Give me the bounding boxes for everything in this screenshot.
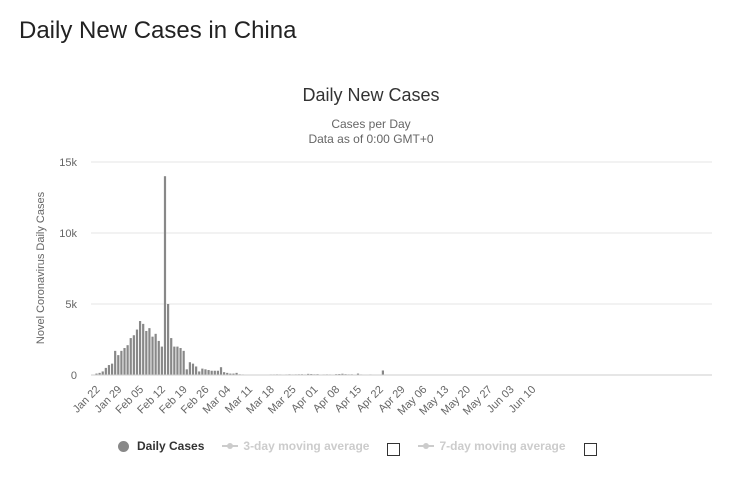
bar[interactable] (104, 367, 107, 375)
bar[interactable] (210, 370, 213, 375)
daily-cases-marker-icon (118, 440, 129, 452)
bar[interactable] (356, 373, 360, 375)
y-tick-label: 10k (59, 228, 77, 240)
legend-label-daily-cases: Daily Cases (137, 439, 205, 453)
bar[interactable] (176, 346, 179, 375)
bar[interactable] (188, 362, 191, 375)
y-tick-label: 5k (65, 299, 77, 311)
bar[interactable] (142, 323, 145, 375)
bar[interactable] (235, 372, 238, 375)
bar[interactable] (185, 369, 188, 375)
bar[interactable] (114, 350, 117, 375)
bar[interactable] (95, 373, 98, 375)
bar[interactable] (207, 370, 210, 375)
bar[interactable] (126, 345, 129, 375)
bar[interactable] (201, 368, 204, 375)
legend-label-7-day-average: 7-day moving average (439, 439, 566, 453)
bar[interactable] (191, 363, 195, 375)
bar[interactable] (307, 373, 310, 375)
bar[interactable] (219, 367, 223, 375)
bar[interactable] (148, 328, 151, 375)
legend-item-7-day-average[interactable]: 7-day moving average (418, 437, 597, 456)
bar[interactable] (223, 372, 226, 375)
bar[interactable] (163, 176, 167, 375)
chart-subtitle-line-1: Cases per Day (331, 117, 410, 131)
legend-item-3-day-average[interactable]: 3-day moving average (222, 437, 401, 456)
bar[interactable] (117, 355, 120, 375)
bar[interactable] (132, 335, 135, 375)
bar[interactable] (167, 304, 170, 375)
bar[interactable] (157, 340, 160, 375)
bar[interactable] (226, 372, 229, 375)
7-day-average-line-icon (418, 443, 435, 449)
legend: Daily Cases 3-day moving average 7-day m… (118, 436, 615, 456)
bar[interactable] (110, 363, 114, 375)
bar[interactable] (123, 348, 126, 375)
bar[interactable] (101, 371, 104, 375)
chart-subtitle-line-2: Data as of 0:00 GMT+0 (308, 132, 433, 146)
bars (95, 176, 534, 376)
bar[interactable] (179, 348, 182, 375)
bar[interactable] (232, 373, 235, 375)
y-tick-label: 0 (71, 370, 77, 382)
bar[interactable] (229, 373, 232, 375)
3-day-average-line-icon (222, 443, 239, 449)
bar[interactable] (204, 369, 207, 375)
y-axis-ticks: 0 5k 10k 15k (59, 157, 77, 382)
bar[interactable] (107, 365, 111, 375)
3-day-average-checkbox[interactable] (387, 442, 401, 456)
bar[interactable] (135, 329, 139, 375)
bar[interactable] (198, 371, 201, 375)
bar[interactable] (341, 373, 344, 375)
bar[interactable] (138, 321, 142, 375)
bar[interactable] (216, 370, 220, 375)
bar[interactable] (154, 333, 157, 375)
bar[interactable] (151, 336, 154, 375)
7-day-average-checkbox[interactable] (583, 442, 597, 456)
chart-title: Daily New Cases (302, 85, 439, 105)
grid-layer (91, 161, 712, 305)
bar[interactable] (160, 346, 163, 375)
bar[interactable] (213, 370, 216, 375)
page-heading: Daily New Cases in China (19, 17, 297, 44)
legend-label-3-day-average: 3-day moving average (243, 439, 370, 453)
bar[interactable] (98, 372, 101, 375)
bar[interactable] (182, 350, 185, 375)
legend-item-daily-cases[interactable]: Daily Cases (118, 439, 204, 453)
bar[interactable] (173, 346, 176, 375)
y-axis-title: Novel Coronavirus Daily Cases (35, 191, 47, 344)
bar[interactable] (145, 330, 148, 375)
bar[interactable] (129, 338, 132, 375)
bar[interactable] (120, 350, 123, 375)
bar[interactable] (381, 370, 384, 375)
y-tick-label: 15k (59, 157, 77, 169)
bar[interactable] (195, 366, 198, 375)
bar[interactable] (170, 338, 173, 375)
